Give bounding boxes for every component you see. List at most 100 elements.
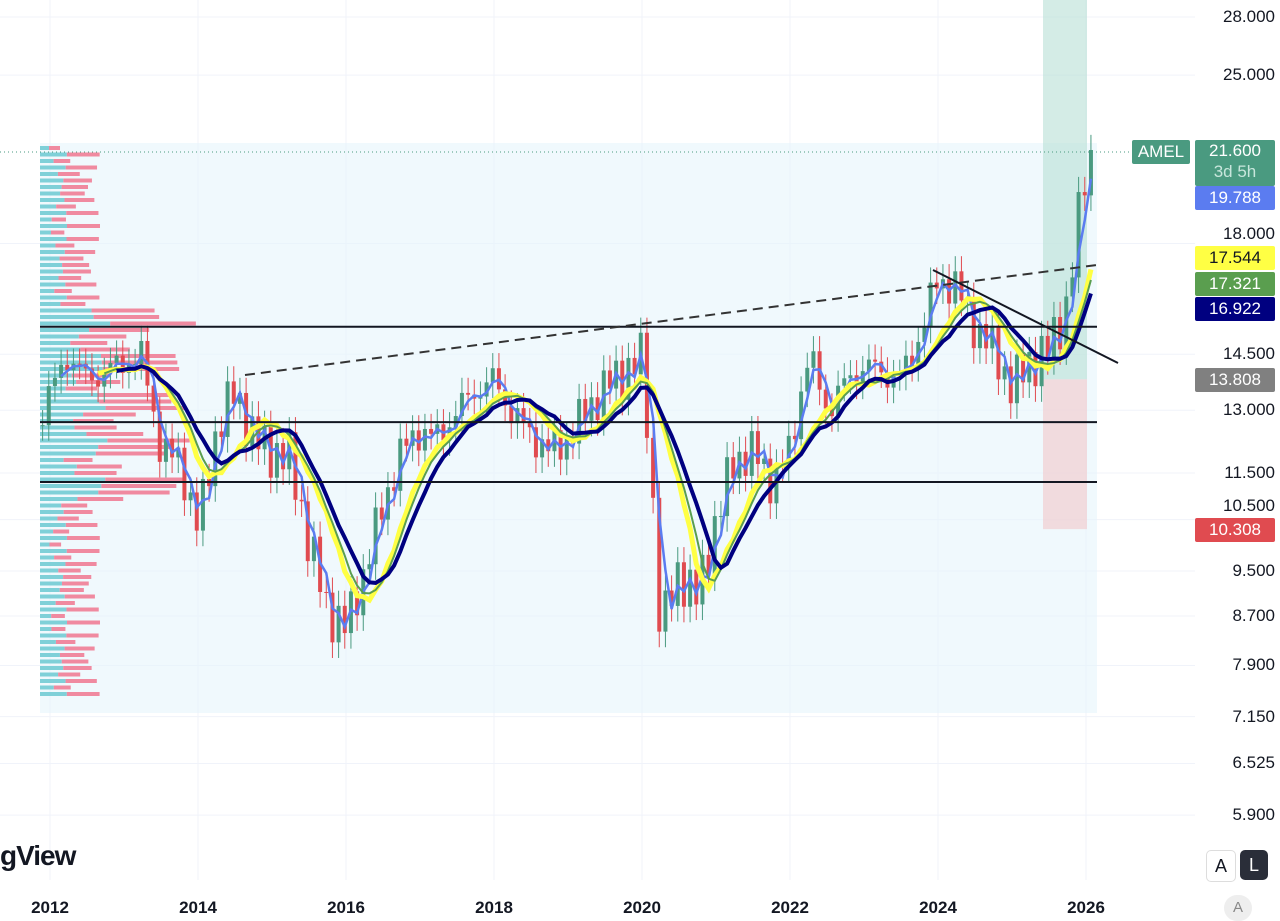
candle-body (959, 271, 964, 301)
candle-body (984, 323, 989, 349)
volume-profile-down (95, 451, 165, 456)
price-axis-label: 13.000 (1223, 400, 1275, 420)
volume-profile-down (66, 633, 99, 638)
candle-body (657, 497, 662, 632)
candle-body (484, 382, 489, 397)
volume-profile-up (40, 295, 67, 300)
volume-profile-down (57, 516, 79, 521)
volume-profile-up (40, 627, 52, 631)
volume-profile-down (61, 659, 89, 664)
volume-profile-down (105, 477, 185, 482)
volume-profile-down (74, 471, 117, 475)
candle-body (792, 435, 797, 440)
candle-body (743, 451, 748, 476)
price-tag: 19.788 (1195, 186, 1275, 210)
candle-body (1045, 335, 1050, 360)
volume-profile-down (62, 269, 91, 274)
volume-profile-up (40, 640, 56, 644)
volume-profile-up (40, 633, 67, 638)
volume-profile-up (40, 620, 67, 625)
candle-body (490, 368, 495, 383)
volume-profile-down (63, 458, 93, 462)
candle-body (564, 437, 569, 460)
price-axis-label: 9.500 (1232, 560, 1275, 580)
volume-profile-up (40, 191, 61, 196)
volume-profile-up (40, 386, 66, 391)
volume-profile-down (58, 568, 81, 573)
candle-body (163, 438, 168, 462)
candle-body (706, 554, 711, 576)
volume-profile-down (65, 562, 97, 566)
auto-scale-button[interactable]: A (1206, 850, 1236, 882)
candle-body (219, 431, 224, 437)
bar-countdown: 3d 5h (1213, 162, 1257, 181)
volume-profile-up (40, 685, 54, 690)
volume-profile-up (40, 321, 111, 326)
candle-body (1002, 366, 1007, 380)
volume-profile-up (40, 562, 66, 566)
candle-body (823, 389, 828, 409)
time-axis-label: 2014 (179, 898, 217, 917)
volume-profile-down (63, 510, 93, 514)
volume-profile-up (40, 568, 59, 573)
volume-profile-up (40, 354, 102, 358)
price-axis-label: 8.700 (1232, 606, 1275, 626)
candle-body (521, 408, 526, 424)
candle-body (731, 457, 736, 479)
volume-profile-down (77, 497, 124, 501)
volume-profile-up (40, 412, 84, 417)
volume-profile-up (40, 165, 66, 170)
candle-body (595, 397, 600, 421)
volume-profile-up (40, 217, 52, 222)
volume-profile-down (66, 620, 100, 625)
volume-profile-up (40, 211, 67, 215)
candle-body (299, 499, 304, 502)
price-tag: 17.321 (1195, 272, 1275, 296)
volume-profile-down (93, 315, 160, 319)
volume-profile-down (59, 653, 85, 657)
candle-body (805, 367, 810, 392)
price-axis-label: 11.500 (1224, 463, 1275, 483)
candle-body (675, 562, 680, 606)
symbol-tag: AMEL (1132, 140, 1190, 164)
candle-body (879, 361, 884, 373)
volume-profile-up (40, 269, 63, 274)
candle-body (589, 397, 594, 421)
volume-profile-up (40, 666, 64, 670)
log-scale-button[interactable]: L (1240, 850, 1268, 880)
volume-profile-down (59, 588, 84, 592)
volume-profile-up (40, 672, 59, 677)
volume-profile-down (66, 549, 100, 553)
candle-body (355, 591, 360, 616)
volume-profile-down (78, 334, 127, 339)
candle-body (786, 435, 791, 466)
volume-profile-down (49, 542, 62, 547)
volume-profile-down (58, 276, 82, 280)
price-axis-label: 5.900 (1232, 805, 1275, 825)
time-axis-label: 2024 (919, 898, 957, 917)
volume-profile-up (40, 334, 79, 339)
candle-body (681, 562, 686, 607)
volume-profile-up (40, 172, 58, 176)
candle-body (996, 325, 1001, 380)
volume-profile-up (40, 360, 102, 365)
volume-profile-down (60, 191, 85, 196)
volume-profile-up (40, 198, 65, 202)
volume-profile-down (57, 172, 80, 176)
volume-profile-down (66, 692, 100, 696)
volume-profile-down (55, 601, 75, 605)
price-axis-label: 6.525 (1232, 753, 1275, 773)
volume-profile-up (40, 653, 60, 657)
candle-body (515, 408, 520, 424)
volume-profile-down (98, 445, 170, 449)
volume-profile-down (65, 165, 98, 170)
price-tag: 13.808 (1195, 368, 1275, 392)
volume-profile-up (40, 464, 77, 469)
volume-profile-down (80, 347, 130, 352)
candle-body (953, 271, 958, 304)
volume-profile-down (73, 419, 114, 423)
candle-body (231, 381, 236, 404)
candle-body (811, 351, 816, 368)
auto-fit-button[interactable]: A (1224, 895, 1252, 921)
